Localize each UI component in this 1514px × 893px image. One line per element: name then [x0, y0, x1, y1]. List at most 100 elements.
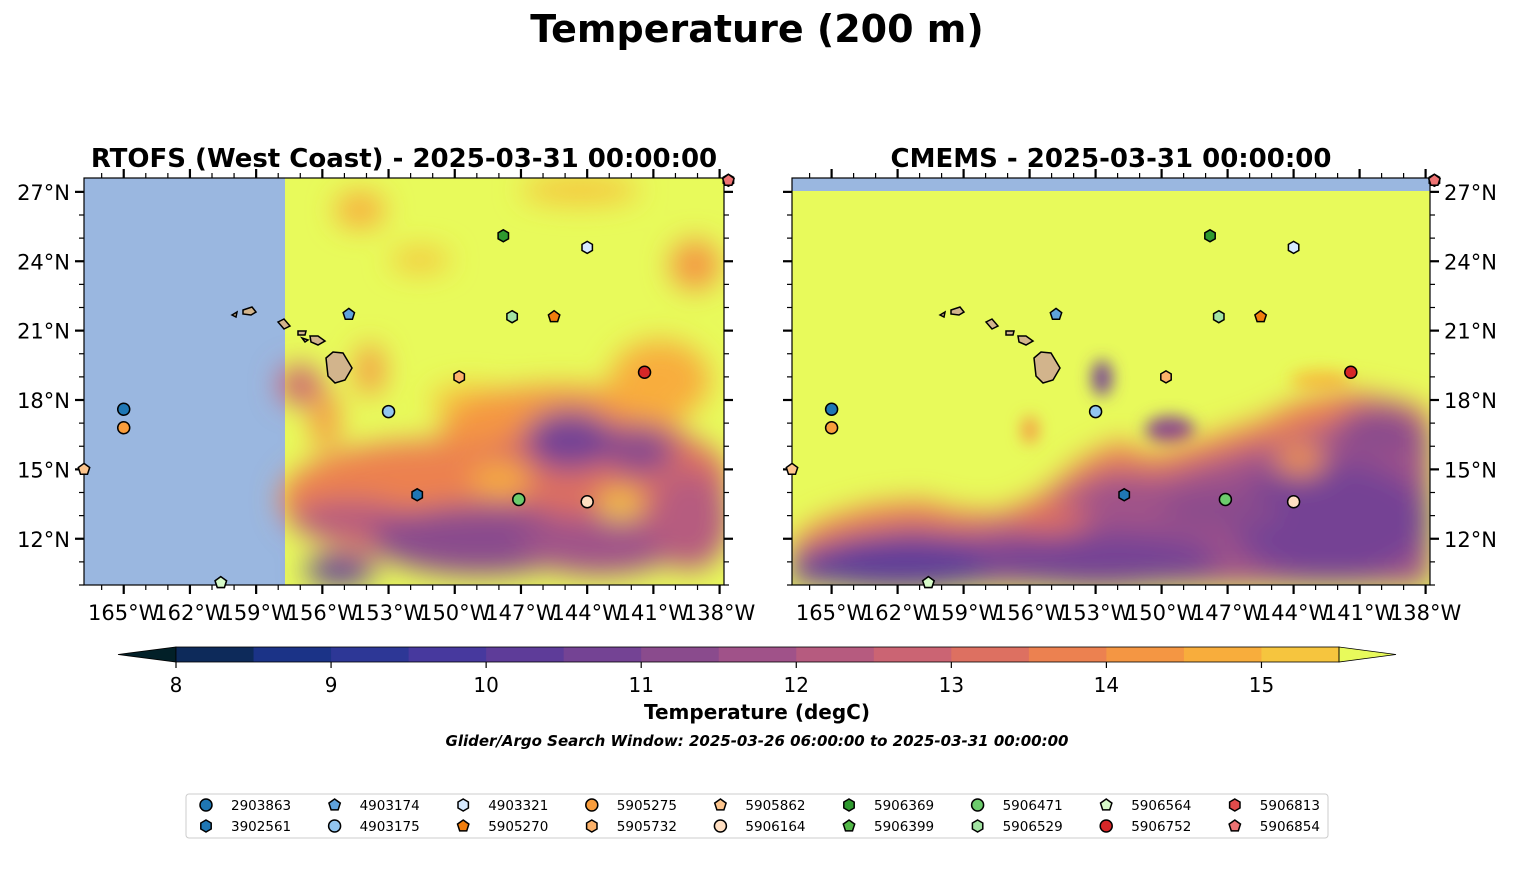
axis-ticks-cmems: 165°W162°W159°W156°W153°W150°W147°W144°W… — [783, 169, 1497, 625]
legend-item-4903174: 4903174 — [328, 798, 420, 814]
lon-tick-label: 153°W — [353, 601, 425, 625]
colorbar-bin — [253, 647, 332, 662]
legend-marker-5906399 — [842, 819, 856, 832]
lon-tick-label: 162°W — [154, 601, 226, 625]
legend-label-5906471: 5906471 — [1003, 798, 1063, 814]
lon-tick-label: 144°W — [1258, 601, 1330, 625]
colorbar-over-arrow — [1338, 646, 1397, 663]
colorbar-tick-label: 13 — [939, 673, 964, 697]
float-legend: 2903863 3902561 4903174 4903175 4903321 59052… — [185, 793, 1329, 839]
colorbar-tick-label: 12 — [784, 673, 809, 697]
float-marker-4903175 — [1088, 404, 1103, 419]
panel-title-rtofs: RTOFS (West Coast) - 2025-03-31 00:00:00 — [91, 144, 717, 174]
colorbar: 8 9 10 11 12 13 14 15 Temperature (degC) — [117, 646, 1397, 724]
float-marker-4903175 — [381, 404, 396, 419]
panel-title-cmems: CMEMS - 2025-03-31 00:00:00 — [891, 144, 1332, 174]
hawaiian-islands-cmems — [938, 306, 1061, 384]
colorbar-bin — [796, 647, 875, 662]
legend-label-5905732: 5905732 — [617, 819, 677, 835]
colorbar-bin — [331, 647, 410, 662]
colorbar-bin — [1261, 647, 1340, 662]
map-frame-cmems — [791, 177, 1431, 586]
legend-label-4903174: 4903174 — [360, 798, 420, 814]
legend-label-5905862: 5905862 — [745, 798, 805, 814]
legend-item-5906399: 5906399 — [842, 819, 934, 835]
colorbar-bin — [408, 647, 487, 662]
legend-label-2903863: 2903863 — [231, 798, 291, 814]
float-marker-5906752 — [1344, 365, 1358, 379]
temperature-field-cmems — [792, 360, 1430, 585]
legend-item-5905862: 5905862 — [713, 798, 806, 814]
legend-marker-5906564 — [1099, 798, 1113, 811]
float-markers-cmems — [785, 173, 1441, 589]
float-marker-5906854 — [1427, 173, 1441, 186]
legend-item-4903175: 4903175 — [327, 819, 420, 835]
legend-marker-5906164 — [713, 819, 728, 833]
legend-marker-5906813 — [1228, 798, 1241, 812]
float-marker-5906471 — [1218, 492, 1233, 507]
colorbar-bin — [873, 647, 952, 662]
colorbar-ticks: 8 9 10 11 12 13 14 15 — [170, 662, 1274, 697]
legend-item-5905732: 5905732 — [585, 819, 677, 835]
legend-marker-4903174 — [328, 798, 342, 811]
axis-ticks-rtofs: 165°W162°W159°W156°W153°W150°W147°W144°W… — [17, 169, 755, 625]
legend-item-5906854: 5906854 — [1228, 819, 1320, 835]
lon-tick-label: 156°W — [994, 601, 1066, 625]
legend-label-5906369: 5906369 — [874, 798, 934, 814]
lat-tick-label: 15°N — [17, 458, 70, 482]
float-markers-rtofs — [77, 173, 735, 589]
legend-marker-5905270 — [456, 819, 470, 832]
float-marker-5905270 — [547, 309, 561, 323]
panel-rtofs: RTOFS (West Coast) - 2025-03-31 00:00:00 — [17, 144, 755, 625]
legend-label-5906529: 5906529 — [1003, 819, 1063, 835]
lon-tick-label: 144°W — [551, 601, 623, 625]
float-marker-5906471 — [512, 492, 526, 507]
colorbar-under-arrow — [117, 646, 177, 663]
float-marker-5906164 — [1286, 495, 1301, 509]
legend-marker-2903863 — [199, 798, 213, 812]
panel-cmems: CMEMS - 2025-03-31 00:00:00 — [783, 144, 1497, 625]
legend-item-3902561: 3902561 — [200, 819, 291, 835]
colorbar-bin — [1028, 647, 1107, 662]
legend-item-5906752: 5906752 — [1099, 819, 1191, 835]
float-marker-5905732 — [1160, 370, 1172, 384]
legend-item-5906471: 5906471 — [970, 798, 1063, 814]
colorbar-bin — [641, 647, 720, 662]
float-marker-2903863 — [824, 402, 839, 416]
legend-marker-5906529 — [971, 819, 984, 833]
lat-tick-label: 27°N — [17, 181, 70, 205]
colorbar-tick-label: 9 — [325, 673, 338, 697]
lat-tick-label: 24°N — [17, 250, 70, 274]
float-marker-3902561 — [1118, 487, 1131, 502]
colorbar-label: Temperature (degC) — [644, 700, 870, 724]
legend-marker-5906752 — [1099, 819, 1113, 833]
legend-label-5906564: 5906564 — [1131, 798, 1191, 814]
float-marker-5906752 — [637, 365, 652, 379]
lat-tick-label: 18°N — [17, 389, 70, 413]
lon-tick-label: 159°W — [928, 601, 1000, 625]
lon-tick-label: 138°W — [684, 601, 756, 625]
legend-marker-5906369 — [843, 798, 855, 812]
legend-marker-3902561 — [200, 819, 212, 833]
legend-label-5906813: 5906813 — [1260, 798, 1320, 814]
colorbar-bin — [951, 647, 1030, 662]
legend-label-5906164: 5906164 — [745, 819, 805, 835]
legend-item-5906564: 5906564 — [1099, 798, 1191, 814]
map-cmems — [792, 178, 1430, 585]
lon-tick-label: 150°W — [1126, 601, 1198, 625]
float-marker-5906369 — [497, 228, 510, 243]
lat-tick-label: 12°N — [17, 528, 70, 552]
legend-item-5906164: 5906164 — [713, 819, 806, 835]
float-marker-2903863 — [116, 402, 131, 416]
legend-box — [185, 793, 1329, 839]
lon-tick-label: 147°W — [485, 601, 557, 625]
float-marker-5906854 — [721, 173, 735, 186]
colorbar-tick-label: 8 — [170, 673, 183, 697]
colorbar-frame — [175, 646, 1340, 663]
lat-tick-label: 15°N — [1444, 458, 1497, 482]
lon-tick-label: 153°W — [1060, 601, 1132, 625]
legend-marker-5906471 — [970, 798, 985, 812]
legend-marker-5905732 — [585, 819, 598, 833]
colorbar-bin — [176, 647, 255, 662]
legend-marker-4903175 — [327, 819, 342, 833]
